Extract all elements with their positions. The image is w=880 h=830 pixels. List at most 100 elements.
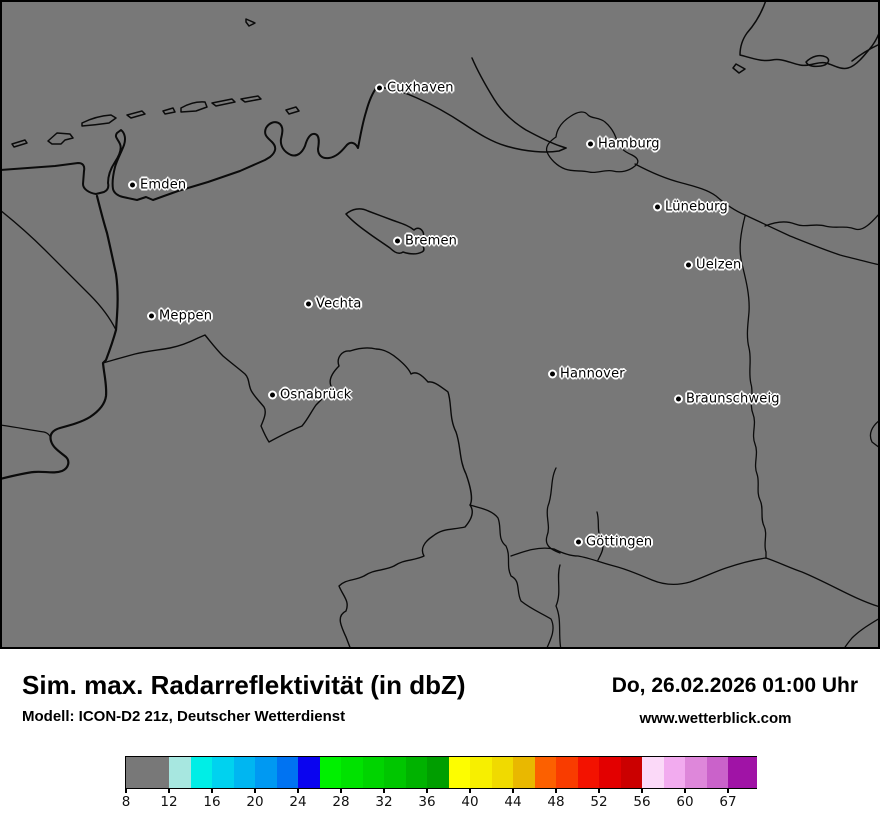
colorbar-tick xyxy=(512,788,514,793)
city-dot-icon xyxy=(684,260,693,270)
city-marker: Hamburg xyxy=(586,137,660,152)
hamburg-boundary xyxy=(545,111,639,174)
colorbar-segment xyxy=(298,757,320,788)
colorbar-tick xyxy=(598,788,600,793)
colorbar-tick-label: 60 xyxy=(676,794,694,810)
city-label: Meppen xyxy=(159,308,213,324)
colorbar-segment xyxy=(706,757,728,788)
colorbar-segment xyxy=(491,757,513,788)
elbe-south-bank xyxy=(376,86,567,153)
city-label: Emden xyxy=(140,177,187,193)
colorbar-tick-label: 67 xyxy=(719,794,737,810)
city-label: Cuxhaven xyxy=(387,80,454,96)
colorbar-segment xyxy=(362,757,384,788)
colorbar-tick xyxy=(297,788,299,793)
city-marker: Vechta xyxy=(304,297,362,312)
colorbar-tick-label: 8 xyxy=(121,794,131,810)
colorbar-tick xyxy=(641,788,643,793)
website-credit: www.wetterblick.com xyxy=(639,710,792,727)
city-dot-icon xyxy=(548,369,557,379)
colorbar-tick-label: 12 xyxy=(160,794,178,810)
colorbar-tick xyxy=(125,788,127,793)
colorbar-segment xyxy=(599,757,621,788)
city-marker: Göttingen xyxy=(574,535,652,550)
colorbar-tick xyxy=(555,788,557,793)
map-borders-svg xyxy=(2,2,878,647)
city-label: Braunschweig xyxy=(686,391,780,407)
reflectivity-colorbar xyxy=(125,756,757,789)
colorbar-segment xyxy=(663,757,685,788)
colorbar-segment xyxy=(319,757,341,788)
city-dot-icon xyxy=(393,236,402,246)
colorbar-segment xyxy=(212,757,234,788)
colorbar-tick xyxy=(254,788,256,793)
colorbar-tick-label: 44 xyxy=(504,794,522,810)
colorbar-tick xyxy=(383,788,385,793)
colorbar-segment xyxy=(556,757,578,788)
netherlands-inner-border-2 xyxy=(2,424,52,442)
city-marker: Meppen xyxy=(147,309,212,324)
colorbar-segment xyxy=(276,757,298,788)
colorbar-tick xyxy=(168,788,170,793)
colorbar-tick-label: 28 xyxy=(332,794,350,810)
colorbar-tick xyxy=(469,788,471,793)
colorbar-segment xyxy=(126,757,169,788)
colorbar-segment xyxy=(642,757,664,788)
colorbar-tick xyxy=(340,788,342,793)
weather-map: Cuxhaven Hamburg Emden Lüneburg Bremen U… xyxy=(0,0,880,649)
colorbar-segment xyxy=(448,757,470,788)
colorbar-segment xyxy=(534,757,556,788)
city-marker: Emden xyxy=(128,178,186,193)
colorbar-segment xyxy=(728,757,757,788)
colorbar-segment xyxy=(255,757,277,788)
colorbar-segment xyxy=(577,757,599,788)
city-marker: Osnabrück xyxy=(268,388,352,403)
southeast-borders xyxy=(765,557,878,647)
elbe-north-bank xyxy=(471,57,567,149)
city-marker: Lüneburg xyxy=(653,200,728,215)
colorbar-tick xyxy=(727,788,729,793)
colorbar-ticks xyxy=(125,788,757,794)
city-dot-icon xyxy=(304,299,313,309)
model-info: Modell: ICON-D2 21z, Deutscher Wetterdie… xyxy=(22,708,346,725)
city-label: Lüneburg xyxy=(665,199,728,215)
colorbar-segment xyxy=(169,757,191,788)
colorbar-segment xyxy=(341,757,363,788)
city-marker: Braunschweig xyxy=(674,392,780,407)
city-dot-icon xyxy=(268,390,277,400)
goettingen-border-east xyxy=(596,511,604,561)
colorbar-segment xyxy=(470,757,492,788)
colorbar-tick-label: 48 xyxy=(547,794,565,810)
weser-hills-border xyxy=(469,504,554,647)
islands-outline xyxy=(11,18,300,148)
city-dot-icon xyxy=(653,202,662,212)
city-dot-icon xyxy=(586,139,595,149)
colorbar-tick-label: 36 xyxy=(418,794,436,810)
bremen-boundary xyxy=(345,208,425,255)
city-label: Hamburg xyxy=(598,136,660,152)
colorbar-segment xyxy=(190,757,212,788)
goettingen-border-south xyxy=(555,564,562,647)
saxony-anhalt-border xyxy=(739,215,767,559)
colorbar-tick xyxy=(426,788,428,793)
city-dot-icon xyxy=(128,180,137,190)
colorbar-tick-label: 56 xyxy=(633,794,651,810)
right-edge-wiggle xyxy=(869,420,878,448)
colorbar-segment xyxy=(405,757,427,788)
colorbar-tick-label: 16 xyxy=(203,794,221,810)
colorbar-tick-label: 24 xyxy=(289,794,307,810)
city-marker: Bremen xyxy=(393,234,457,249)
schleswig-holstein-borders xyxy=(732,2,878,74)
city-dot-icon xyxy=(574,537,583,547)
colorbar-tick-label: 32 xyxy=(375,794,393,810)
netherlands-border xyxy=(2,194,119,480)
valid-datetime: Do, 26.02.2026 01:00 Uhr xyxy=(611,674,858,697)
city-dot-icon xyxy=(375,83,384,93)
colorbar-tick-label: 20 xyxy=(246,794,264,810)
goettingen-border-west xyxy=(545,467,561,554)
city-marker: Hannover xyxy=(548,367,625,382)
netherlands-inner-border xyxy=(2,210,117,331)
colorbar-tick xyxy=(211,788,213,793)
city-marker: Uelzen xyxy=(684,258,741,273)
map-title: Sim. max. Radarreflektivität (in dbZ) xyxy=(22,670,466,700)
